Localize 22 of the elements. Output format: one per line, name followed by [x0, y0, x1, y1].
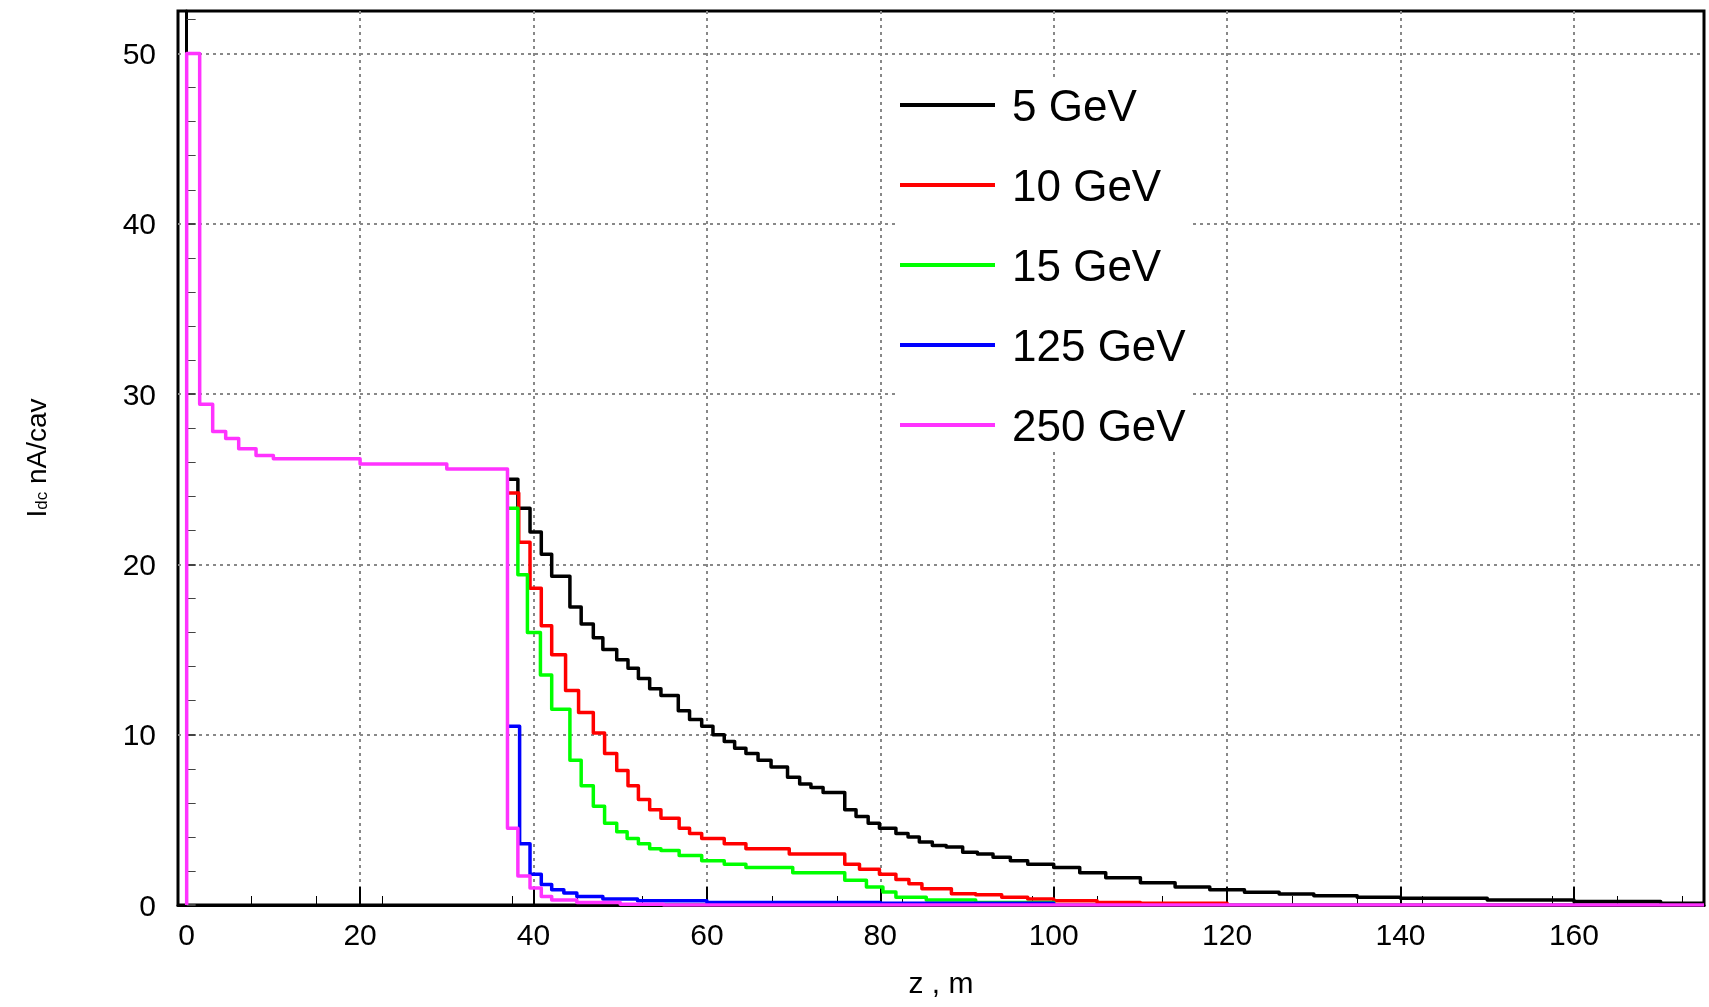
x-tick-label: 20: [343, 917, 377, 951]
y-tick-label: 0: [139, 888, 156, 922]
x-tick-label: 160: [1548, 917, 1599, 951]
y-axis-title: Idc nA/cav: [20, 398, 52, 518]
y-tick-label: 50: [122, 37, 156, 71]
x-tick-label: 40: [516, 917, 551, 951]
x-tick-label: 80: [863, 917, 897, 951]
legend-label: 5 GeV: [1012, 80, 1138, 130]
x-axis-title: z , m: [908, 965, 974, 999]
y-tick-label: 40: [122, 207, 156, 241]
x-tick-label: 100: [1028, 917, 1079, 951]
x-tick-label: 140: [1375, 917, 1426, 951]
legend-label: 125 GeV: [1012, 320, 1187, 370]
y-tick-label: 10: [122, 718, 156, 752]
y-tick-label: 20: [122, 547, 156, 581]
legend-label: 250 GeV: [1012, 400, 1187, 450]
x-tick-label: 120: [1202, 917, 1253, 951]
x-tick-label: 60: [690, 917, 724, 951]
legend-label: 15 GeV: [1012, 240, 1162, 290]
x-tick-label: 0: [178, 917, 196, 951]
y-tick-label: 30: [122, 377, 156, 411]
legend-label: 10 GeV: [1012, 160, 1162, 210]
